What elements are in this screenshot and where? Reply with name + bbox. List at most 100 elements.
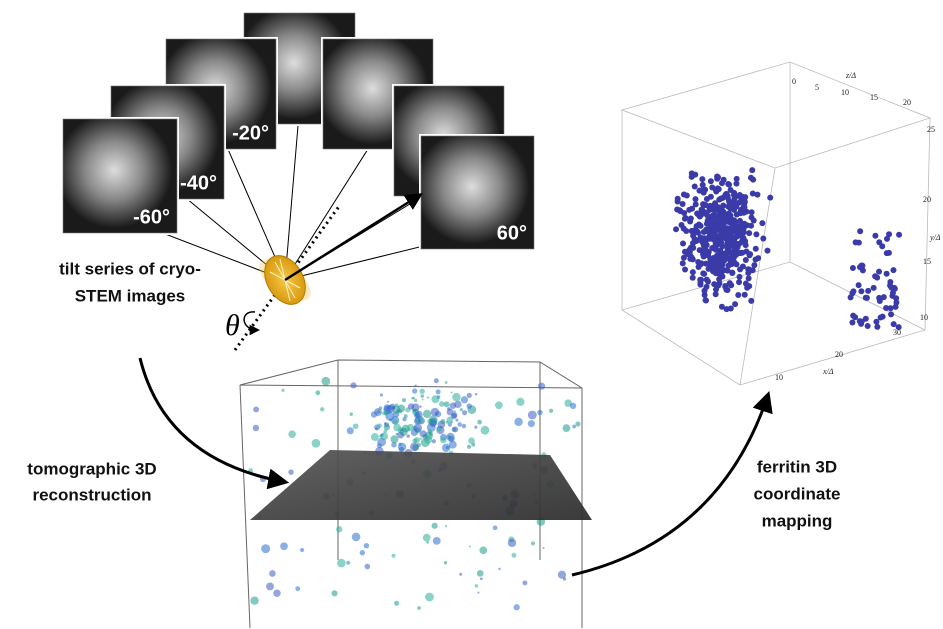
density-blob	[475, 584, 479, 588]
caption: ferritin 3D	[757, 457, 837, 476]
ferritin-point	[759, 220, 765, 226]
density-blob	[380, 432, 388, 440]
ferritin-point	[711, 227, 717, 233]
density-blob	[269, 570, 276, 577]
tick-label: 25	[927, 125, 935, 134]
density-blob	[453, 410, 456, 413]
density-blob	[474, 426, 477, 429]
plot-box	[622, 62, 930, 385]
density-blob	[444, 561, 447, 564]
ferritin-point	[876, 269, 882, 275]
ferritin-point	[717, 232, 723, 238]
ferritin-point	[711, 281, 717, 287]
tilt-line	[285, 133, 378, 280]
tilt-angle: 60°	[497, 222, 527, 244]
ferritin-point	[764, 248, 770, 254]
density-blob	[427, 396, 429, 398]
ferritin-point	[886, 231, 892, 237]
ferritin-point	[857, 264, 863, 270]
density-blob	[462, 410, 467, 415]
density-blob	[435, 411, 441, 417]
ferritin-point	[737, 192, 743, 198]
density-blob	[457, 422, 462, 427]
ferritin-point	[850, 265, 856, 271]
ferritin-point	[692, 196, 698, 202]
tilt-line	[285, 108, 300, 280]
density-blob	[320, 407, 324, 411]
ferritin-point	[681, 255, 687, 261]
density-blob	[413, 409, 416, 412]
density-blob	[440, 437, 446, 443]
density-blob	[431, 395, 439, 403]
density-blob	[434, 378, 439, 383]
density-blob	[300, 548, 304, 552]
ferritin-point	[701, 229, 707, 235]
density-blob	[508, 539, 516, 547]
ferritin-point	[712, 208, 718, 214]
ferritin-point	[736, 241, 742, 247]
ferritin-point	[682, 216, 688, 222]
ferritin-point	[858, 288, 864, 294]
ferritin-point	[715, 185, 721, 191]
ferritin-point	[745, 266, 751, 272]
ferritin-point	[713, 291, 719, 297]
density-blob	[412, 397, 414, 399]
density-blob	[452, 412, 458, 418]
ferritin-point	[890, 267, 896, 273]
density-blob	[528, 411, 537, 420]
tick-label: 30	[893, 328, 901, 337]
ferritin-point	[735, 228, 741, 234]
density-blob	[468, 437, 475, 444]
ferritin-point	[767, 195, 773, 201]
ferritin-point	[857, 228, 863, 234]
ferritin-point	[748, 175, 754, 181]
ferritin-point	[887, 279, 893, 285]
ferritin-point	[701, 209, 707, 215]
density-blob	[280, 542, 288, 550]
ferritin-point	[852, 314, 858, 320]
ferritin-point	[714, 173, 720, 179]
ferritin-point	[741, 200, 747, 206]
density-blob	[467, 393, 472, 398]
density-blob	[448, 423, 452, 427]
caption: tomographic 3D	[27, 459, 156, 478]
density-blob	[420, 389, 425, 394]
ferritin-point	[712, 202, 718, 208]
ferritin-point	[730, 249, 736, 255]
tilt-angle: -40°	[180, 172, 217, 194]
density-blob	[273, 590, 280, 597]
caption: coordinate	[754, 484, 841, 503]
tilt-angle: -20°	[232, 122, 269, 144]
ferritin-point	[690, 275, 696, 281]
ferritin-point	[863, 295, 869, 301]
density-blob	[331, 590, 337, 596]
arrow	[572, 395, 768, 575]
tick-label: 15	[870, 93, 878, 102]
ferritin-point	[888, 311, 894, 317]
ferritin-point	[754, 192, 760, 198]
density-blob	[295, 586, 300, 591]
density-blob	[392, 554, 396, 558]
density-blob	[407, 434, 410, 437]
ferritin-point	[853, 239, 859, 245]
ferritin-points	[673, 167, 902, 330]
ferritin-point	[746, 275, 752, 281]
ferritin-point	[730, 219, 736, 225]
density-blob	[360, 550, 365, 555]
ferritin-point	[871, 285, 877, 291]
ferritin-point	[724, 306, 730, 312]
ferritin-point	[680, 240, 686, 246]
ferritin-point	[703, 297, 709, 303]
ferritin-point	[876, 295, 882, 301]
ferritin-point	[719, 180, 725, 186]
density-blob	[462, 424, 467, 429]
ferritin-point	[693, 201, 699, 207]
density-blob	[445, 381, 448, 384]
ferritin-point	[698, 260, 704, 266]
density-blob	[417, 606, 421, 610]
ferritin-point	[742, 194, 748, 200]
ferritin-point	[876, 239, 882, 245]
density-blob	[454, 401, 461, 408]
ferritin-point	[890, 290, 896, 296]
density-blob	[377, 410, 381, 414]
